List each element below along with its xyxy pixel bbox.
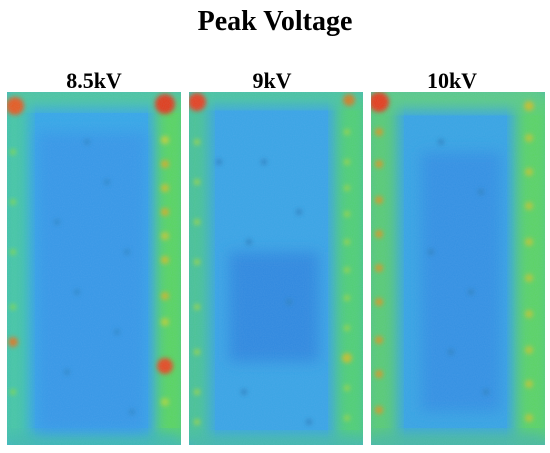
panel-label-10kv: 10kV bbox=[426, 68, 478, 93]
heatmap-panel-8-5kv bbox=[7, 92, 181, 445]
panel-label-9kv: 9kV bbox=[252, 68, 292, 93]
figure-title: Peak Voltage bbox=[197, 6, 353, 37]
heatmap-panel-10kv bbox=[371, 92, 545, 445]
panel-label-8-5kv: 8.5kV bbox=[66, 68, 122, 93]
heatmap-panel-9kv bbox=[189, 92, 363, 445]
